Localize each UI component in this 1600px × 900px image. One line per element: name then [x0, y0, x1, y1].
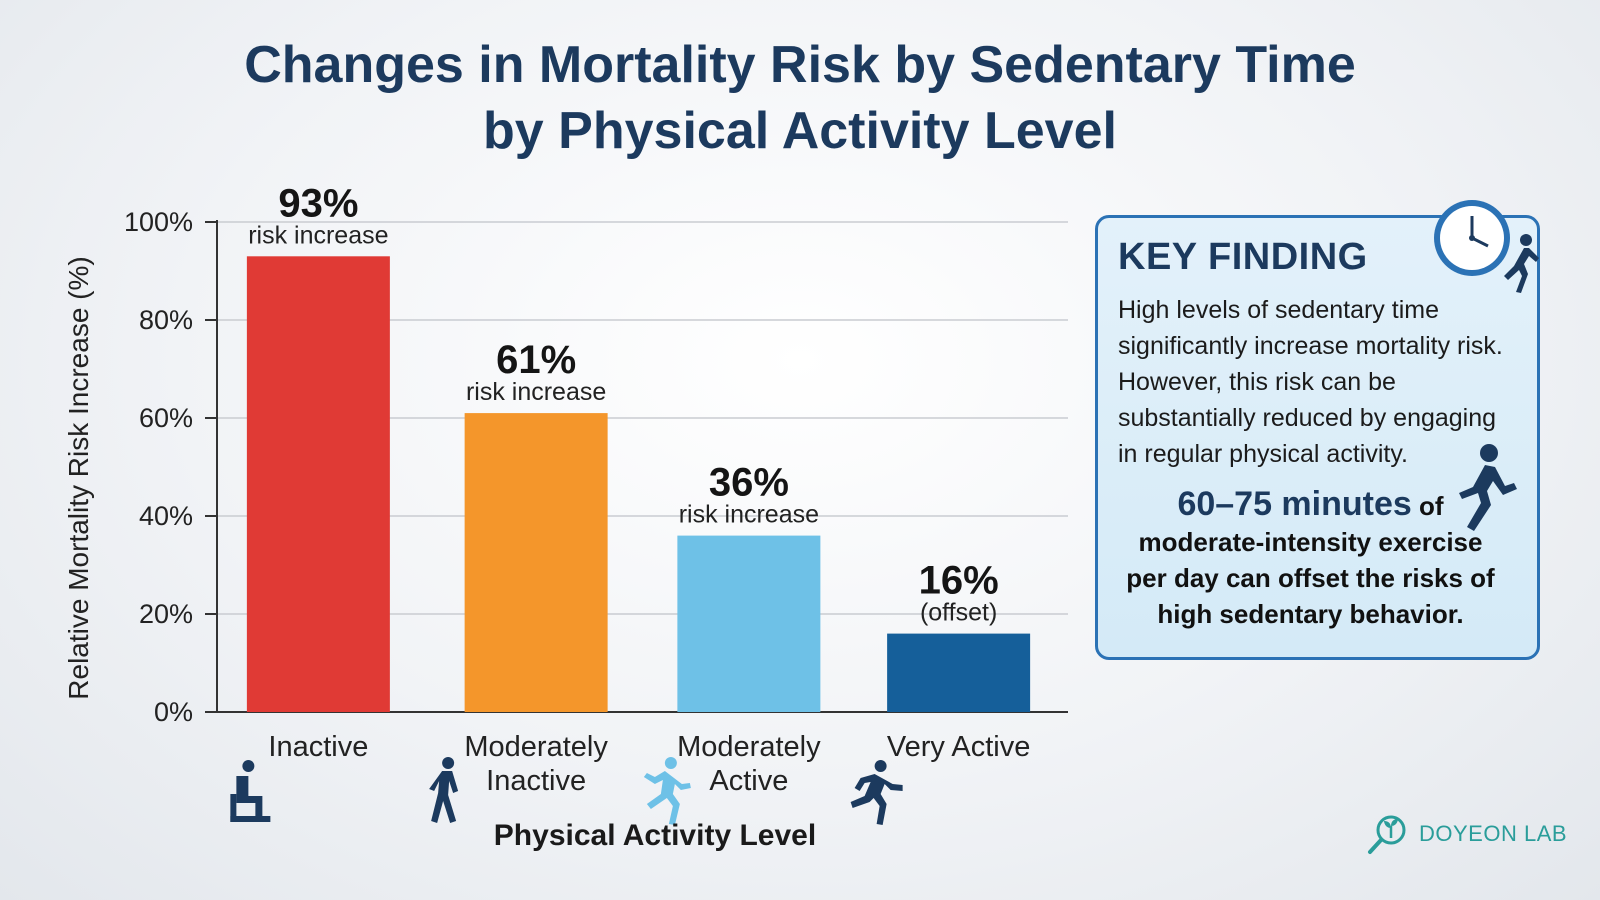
category-label: Moderately: [677, 731, 821, 763]
bar: [677, 535, 821, 712]
runner-icon: [1504, 234, 1539, 293]
bar-sub-label: risk increase: [679, 501, 819, 529]
bar-value-label: 61%: [496, 338, 576, 382]
sitting-person-icon: [230, 760, 271, 822]
key-finding-body-line: High levels of sedentary time: [1118, 296, 1439, 324]
highlight-line: moderate-intensity exercise: [1138, 527, 1483, 557]
chart-title-line1: Changes in Mortality Risk by Sedentary T…: [244, 36, 1356, 94]
highlight-line: high sedentary behavior.: [1157, 599, 1464, 629]
key-finding-title: KEY FINDING: [1118, 236, 1368, 278]
key-finding-body-line: However, this risk can be: [1118, 368, 1396, 396]
key-finding-body-line: substantially reduced by engaging: [1118, 404, 1497, 432]
y-tick-label: 40%: [139, 501, 193, 531]
highlight-line: per day can offset the risks of: [1126, 563, 1495, 593]
x-axis-label: Physical Activity Level: [494, 819, 816, 852]
brand-name: DOYEON LAB: [1419, 821, 1568, 846]
running-person-icon: [850, 760, 903, 825]
category-label: Very Active: [887, 731, 1030, 763]
bar: [887, 633, 1031, 712]
category-icons: [230, 757, 903, 825]
category-label: Moderately: [464, 731, 608, 763]
bar-sub-label: (offset): [920, 599, 997, 627]
highlight-minutes: 60–75 minutes: [1177, 485, 1412, 523]
axes: 0% 20% 40% 60% 80% 100%: [124, 207, 1068, 727]
category-label: Active: [709, 765, 788, 797]
category-label: Inactive: [486, 765, 586, 797]
key-finding-body: High levels of sedentary time significan…: [1118, 292, 1533, 472]
y-axis-label: Relative Mortality Risk Increase (%): [63, 256, 94, 699]
brand-logo: DOYEON LAB: [1365, 812, 1567, 856]
y-tick-label: 100%: [124, 207, 193, 237]
y-tick-label: 60%: [139, 403, 193, 433]
key-finding-body-line: in regular physical activity.: [1118, 440, 1408, 468]
magnifier-sprout-icon: [1368, 815, 1406, 854]
bar: [464, 413, 608, 712]
highlight-minutes-suffix: of: [1411, 491, 1444, 521]
bar-value-label: 16%: [919, 559, 999, 603]
chart-title: Changes in Mortality Risk by Sedentary T…: [0, 32, 1600, 164]
jogging-person-icon: [643, 757, 691, 825]
bar-sub-label: risk increase: [248, 221, 388, 249]
bars: [246, 256, 1031, 712]
bar-value-label: 93%: [278, 181, 358, 225]
key-finding-body-line: significantly increase mortality risk.: [1118, 332, 1503, 360]
chart-title-line2: by Physical Activity Level: [483, 102, 1117, 160]
walking-person-icon: [429, 757, 459, 823]
category-labels: Inactive ModeratelyInactiveModeratelyActi…: [268, 731, 1030, 797]
bar-sub-label: risk increase: [466, 378, 606, 406]
y-tick-label: 80%: [139, 305, 193, 335]
y-tick-label: 20%: [139, 599, 193, 629]
runner-icon: [1459, 444, 1517, 531]
bar-value-label: 36%: [709, 461, 789, 505]
category-label: Inactive: [268, 731, 368, 763]
clock-icon: [1434, 200, 1539, 293]
bar: [246, 256, 390, 712]
key-finding-highlight: 60–75 minutes of moderate-intensity exer…: [1108, 486, 1513, 632]
y-tick-label: 0%: [154, 697, 193, 727]
key-finding-card: KEY FINDING High levels of sedentary tim…: [1095, 200, 1540, 660]
